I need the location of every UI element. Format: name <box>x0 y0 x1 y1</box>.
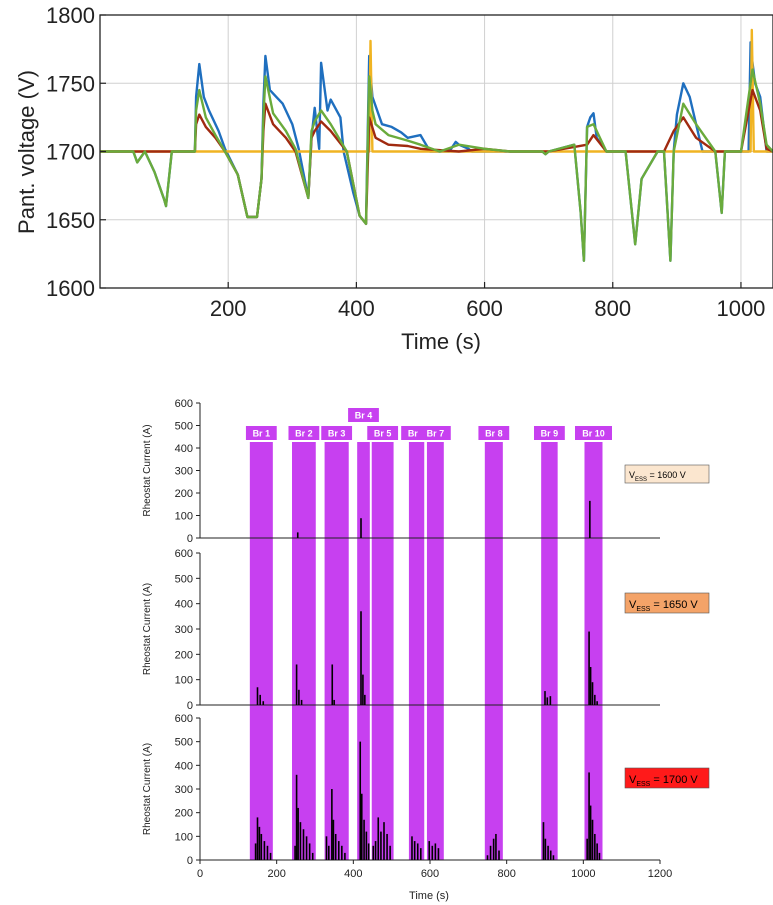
vess-label-box <box>624 464 710 484</box>
braking-window-label: Br 9 <box>541 429 559 439</box>
vess-label-box <box>624 767 710 789</box>
voltage-x-tick-label: 600 <box>466 296 503 321</box>
rheostat-y-tick-label: 600 <box>175 398 193 410</box>
rheostat-chart: Br 1 Br 2 Br 3 Br 4Br 5 Br 6 Br 7 Br 8 Br 9 Br 1… <box>142 398 710 902</box>
voltage-y-tick-label: 1750 <box>46 71 95 96</box>
voltage-y-tick-label: 1600 <box>46 276 95 301</box>
braking-window-label-box <box>321 426 353 440</box>
rheostat-y-tick-label: 0 <box>187 855 193 867</box>
braking-window-label-box <box>245 426 277 440</box>
braking-window-label-box <box>478 426 510 440</box>
voltage-x-axis-label: Time (s) <box>401 329 481 354</box>
braking-window-label: Br 2 <box>295 429 313 439</box>
vess-label: VESS = 1600 V <box>629 470 686 483</box>
rheostat-x-tick-label: 800 <box>497 868 515 880</box>
rheostat-x-tick-label: 400 <box>344 868 362 880</box>
voltage-series-line-0 <box>100 41 773 262</box>
rheostat-x-ticks: 0 200 400 600 800 1000 1200 <box>197 860 672 880</box>
rheostat-x-tick-label: 600 <box>421 868 439 880</box>
braking-window-6 <box>408 442 425 860</box>
braking-window-label-box <box>419 426 451 440</box>
braking-window-1 <box>249 442 273 860</box>
rheostat-y-tick-label: 0 <box>187 533 193 545</box>
braking-window-label: Br 3 <box>328 429 346 439</box>
voltage-y-tick-label: 1700 <box>46 140 95 165</box>
vess-label-box <box>624 592 710 614</box>
braking-window-label-box <box>534 426 565 440</box>
rheostat-y-tick-label: 200 <box>175 488 193 500</box>
rheostat-y-tick-label: 400 <box>175 760 193 772</box>
braking-window-2 <box>292 442 316 860</box>
rheostat-x-tick-label: 0 <box>197 868 203 880</box>
vess-label: VESS = 1700 V <box>629 774 698 788</box>
vess-label: VESS = 1650 V <box>629 599 698 613</box>
braking-window-label-box <box>367 426 399 440</box>
rheostat-y-tick-label: 300 <box>175 466 193 478</box>
rheostat-panels: 0 100 200 300 400 500 600 Rheostat Current (A) V… <box>142 398 710 867</box>
braking-window-label-box <box>288 426 320 440</box>
rheostat-x-axis-label: Time (s) <box>409 890 449 902</box>
voltage-x-ticks: 200 400 600 800 1000 <box>210 282 765 321</box>
braking-window-4 <box>357 442 370 860</box>
rheostat-y-tick-label: 100 <box>175 831 193 843</box>
braking-window-5 <box>371 442 394 860</box>
braking-window-label: Br 6 <box>408 429 426 439</box>
rheostat-x-tick-label: 200 <box>267 868 285 880</box>
braking-window-label-box <box>574 426 612 440</box>
rheostat-y-tick-label: 500 <box>175 737 193 749</box>
rheostat-y-tick-label: 200 <box>175 808 193 820</box>
braking-window-7 <box>426 442 444 860</box>
braking-window-label: Br 5 <box>374 429 392 439</box>
braking-window-3 <box>324 442 349 860</box>
rheostat-y-tick-label: 100 <box>175 675 193 687</box>
rheostat-y-tick-label: 200 <box>175 649 193 661</box>
rheostat-y-tick-label: 300 <box>175 784 193 796</box>
rheostat-y-axis-label: Rheostat Current (A) <box>142 743 153 835</box>
voltage-x-tick-label: 200 <box>210 296 247 321</box>
voltage-x-tick-label: 1000 <box>716 296 765 321</box>
braking-window-label: Br 10 <box>582 429 605 439</box>
rheostat-y-axis-label: Rheostat Current (A) <box>142 424 153 516</box>
rheostat-y-tick-label: 600 <box>175 713 193 725</box>
voltage-series-line-3 <box>100 68 773 262</box>
rheostat-y-tick-label: 500 <box>175 573 193 585</box>
rheostat-y-tick-label: 400 <box>175 443 193 455</box>
voltage-chart: 200 400 600 800 1000 1600 1650 1700 1750 1800 Ti… <box>14 3 773 354</box>
braking-window-8 <box>484 442 503 860</box>
braking-window-10 <box>584 442 603 860</box>
voltage-y-tick-label: 1650 <box>46 208 95 233</box>
voltage-y-ticks: 1600 1650 1700 1750 1800 <box>46 3 106 301</box>
rheostat-y-tick-label: 300 <box>175 624 193 636</box>
voltage-x-tick-label: 800 <box>594 296 631 321</box>
voltage-x-tick-label: 400 <box>338 296 375 321</box>
rheostat-x-tick-label: 1200 <box>648 868 672 880</box>
braking-window-9 <box>541 442 558 860</box>
braking-window-label: Br 4 <box>355 411 373 421</box>
voltage-y-tick-label: 1800 <box>46 3 95 28</box>
braking-window-label: Br 1 <box>253 429 271 439</box>
voltage-y-axis-label: Pant. voltage (V) <box>14 70 39 234</box>
rheostat-x-tick-label: 1000 <box>571 868 595 880</box>
braking-windows: Br 1 Br 2 Br 3 Br 4Br 5 Br 6 Br 7 Br 8 Br 9 Br 1… <box>245 408 612 860</box>
braking-window-label: Br 8 <box>485 429 503 439</box>
rheostat-y-axis-label: Rheostat Current (A) <box>142 583 153 675</box>
braking-window-label: Br 7 <box>427 429 445 439</box>
voltage-series <box>100 28 773 262</box>
braking-window-label-box <box>348 408 379 422</box>
rheostat-y-tick-label: 400 <box>175 599 193 611</box>
rheostat-y-tick-label: 600 <box>175 548 193 560</box>
rheostat-y-tick-label: 0 <box>187 700 193 712</box>
rheostat-y-tick-label: 100 <box>175 511 193 523</box>
rheostat-y-tick-label: 500 <box>175 421 193 433</box>
